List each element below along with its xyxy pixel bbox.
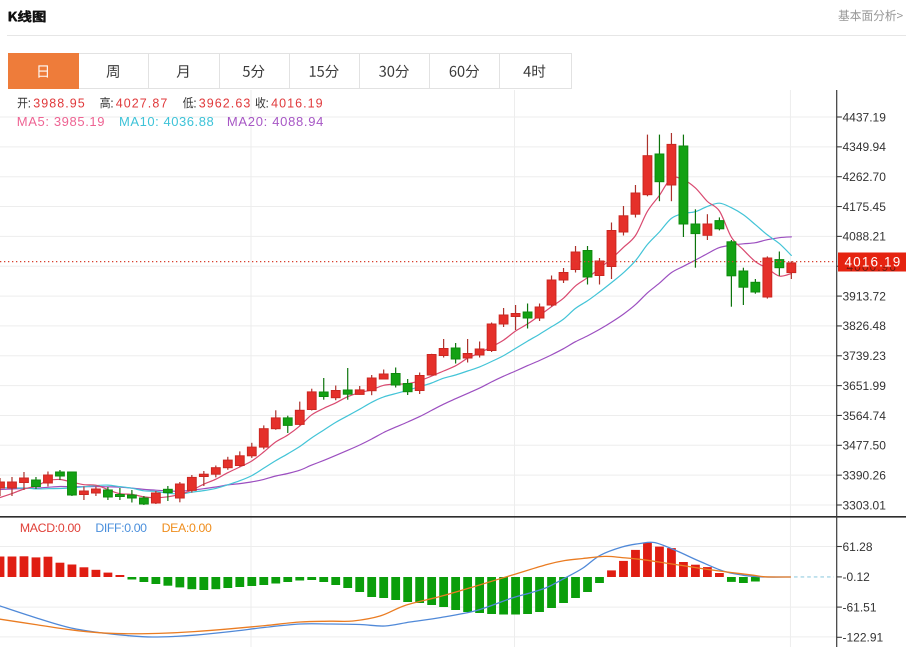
svg-text:4027.87: 4027.87 — [116, 96, 169, 110]
svg-text:MACD:0.00: MACD:0.00 — [20, 521, 81, 535]
svg-text:-0.12: -0.12 — [843, 570, 871, 584]
svg-text::: : — [110, 96, 113, 110]
svg-text:4349.94: 4349.94 — [843, 140, 887, 154]
svg-text:4175.45: 4175.45 — [843, 200, 887, 214]
svg-text:MA10: 4036.88: MA10: 4036.88 — [119, 114, 214, 129]
svg-text:3564.74: 3564.74 — [843, 409, 887, 423]
svg-text:3913.72: 3913.72 — [843, 289, 887, 303]
svg-text::: : — [193, 96, 196, 110]
svg-text:4262.70: 4262.70 — [843, 170, 887, 184]
svg-text:MA20: 4088.94: MA20: 4088.94 — [227, 114, 324, 129]
svg-text:3739.23: 3739.23 — [843, 349, 887, 363]
svg-text:3962.63: 3962.63 — [199, 96, 252, 110]
svg-text:3477.50: 3477.50 — [843, 439, 887, 453]
svg-text:DEA:0.00: DEA:0.00 — [162, 521, 212, 535]
svg-text:3826.48: 3826.48 — [843, 319, 887, 333]
svg-text:4000.96: 4000.96 — [847, 260, 897, 274]
svg-text:4016.19: 4016.19 — [271, 96, 324, 110]
svg-text:3303.01: 3303.01 — [843, 498, 887, 512]
svg-text:4016.19: 4016.19 — [845, 255, 902, 270]
svg-text:3988.95: 3988.95 — [33, 96, 86, 110]
svg-text::: : — [266, 96, 269, 110]
svg-text:DIFF:0.00: DIFF:0.00 — [95, 521, 147, 535]
svg-text:3651.99: 3651.99 — [843, 379, 887, 393]
svg-text:61.28: 61.28 — [843, 540, 873, 554]
svg-text:4437.19: 4437.19 — [843, 110, 887, 124]
svg-text:-122.91: -122.91 — [843, 631, 884, 645]
svg-text:MA5: 3985.19: MA5: 3985.19 — [17, 114, 105, 129]
svg-text:3390.26: 3390.26 — [843, 468, 887, 482]
svg-text::: : — [28, 96, 31, 110]
svg-text:-61.51: -61.51 — [843, 600, 877, 614]
svg-text:4088.21: 4088.21 — [843, 230, 887, 244]
